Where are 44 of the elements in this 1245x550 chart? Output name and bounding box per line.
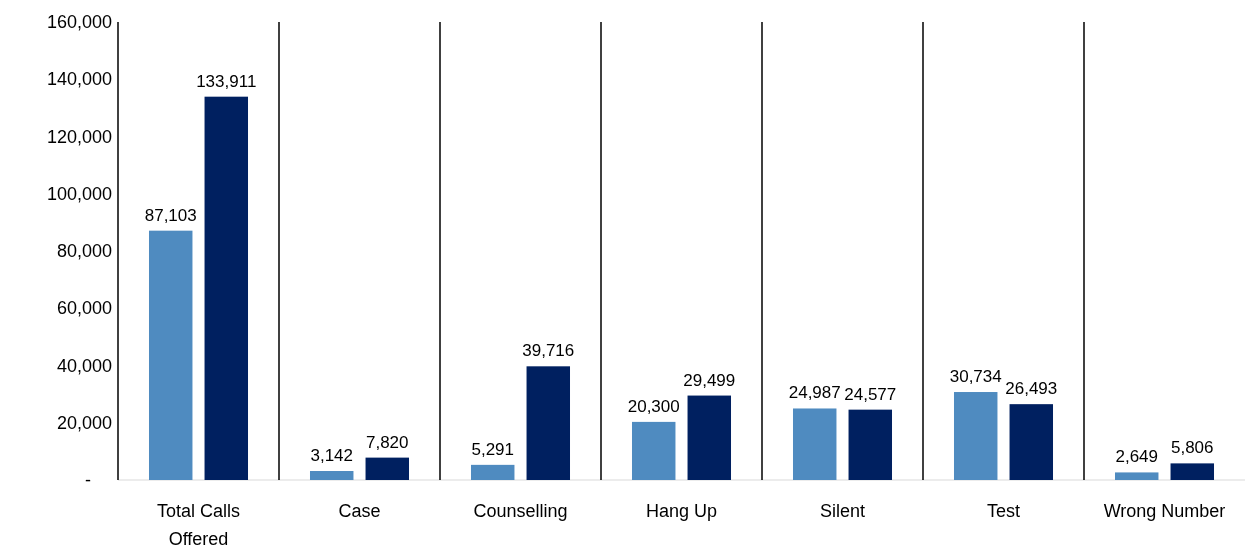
bar — [1170, 463, 1215, 480]
bar — [526, 366, 571, 480]
bar — [687, 395, 732, 480]
bar — [309, 471, 354, 480]
y-tick-label: - — [85, 470, 91, 490]
bar — [848, 409, 893, 480]
y-tick-label: 140,000 — [46, 69, 112, 90]
data-label: 3,142 — [310, 446, 353, 466]
x-tick-label: Test — [986, 501, 1021, 521]
data-label: 20,300 — [627, 396, 680, 416]
bar — [365, 457, 410, 480]
y-tick-label: 160,000 — [46, 12, 112, 32]
data-label: 2,649 — [1115, 447, 1158, 467]
x-tick-label: Counselling — [473, 501, 568, 521]
data-label: 87,103 — [144, 205, 197, 225]
y-tick-label: 120,000 — [46, 126, 112, 147]
x-tick-label: Total Calls Offered — [156, 501, 241, 549]
y-tick-label: 60,000 — [56, 298, 112, 319]
data-label: 29,499 — [683, 370, 736, 390]
data-label: 26,493 — [1005, 379, 1058, 399]
x-tick-label: Silent — [819, 501, 866, 521]
bar — [148, 230, 193, 480]
data-label: 24,987 — [788, 383, 841, 403]
data-label: 39,716 — [522, 341, 575, 361]
bar — [631, 421, 676, 480]
data-label: 5,806 — [1171, 438, 1214, 458]
y-tick-label: 20,000 — [56, 412, 112, 433]
data-label: 5,291 — [471, 439, 514, 459]
x-tick-label: Wrong Number — [1103, 501, 1226, 521]
y-tick-label: 100,000 — [46, 183, 112, 204]
bar — [470, 464, 515, 480]
data-label: 24,577 — [844, 384, 897, 404]
y-tick-label: 80,000 — [56, 241, 112, 261]
data-label: 30,734 — [949, 367, 1002, 387]
data-label: 7,820 — [366, 432, 409, 452]
bar — [1114, 472, 1159, 480]
bar — [204, 96, 249, 480]
x-tick-label: Hang Up — [645, 501, 718, 521]
bar — [792, 408, 837, 480]
x-tick-label: Case — [338, 501, 381, 521]
bar — [1009, 404, 1054, 480]
data-label: 133,911 — [196, 71, 257, 91]
y-tick-label: 40,000 — [56, 355, 112, 376]
bar — [953, 392, 998, 480]
